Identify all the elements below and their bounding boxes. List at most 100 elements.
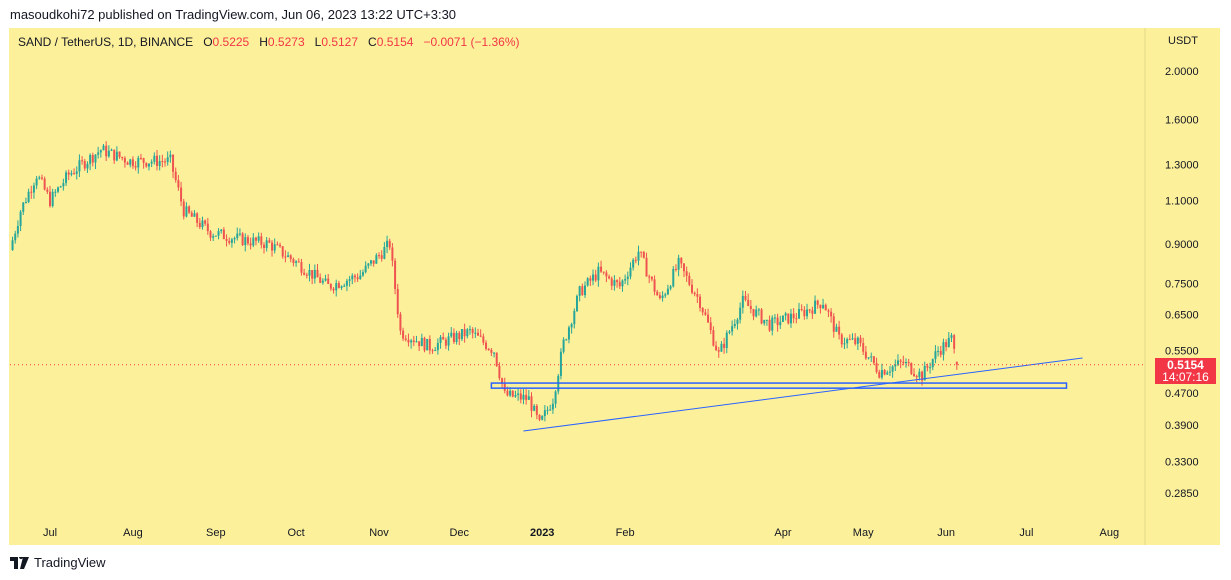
candle-body [549, 409, 552, 411]
candle-body [664, 294, 667, 296]
candle-body [193, 213, 196, 217]
candle-body [543, 410, 546, 416]
candle-body [214, 235, 217, 237]
candle-body [89, 154, 92, 164]
candle-body [161, 161, 164, 163]
candle-body [870, 356, 873, 358]
candle-body [30, 191, 33, 193]
low-value: 0.5127 [321, 35, 359, 49]
candle-body [519, 393, 522, 400]
candle-body [682, 263, 685, 272]
candle-body [477, 332, 479, 336]
price-tick-label: 0.9000 [1165, 239, 1199, 251]
candle-body [316, 269, 319, 278]
candle-body [530, 396, 533, 411]
candle-body [59, 186, 62, 188]
candle-body [942, 342, 945, 355]
tradingview-logo[interactable]: TradingView [10, 555, 106, 570]
candle-body [674, 268, 677, 270]
candle-body [621, 280, 624, 287]
candle-body [83, 161, 86, 169]
candle-body [888, 371, 891, 373]
candle-body [254, 237, 257, 241]
candle-body [300, 262, 303, 273]
candle-body [201, 220, 204, 228]
candle-body [51, 191, 54, 207]
candle-body [40, 177, 43, 179]
candle-body [634, 259, 637, 261]
candle-body [423, 337, 426, 351]
candle-body [779, 321, 782, 326]
candle-body [848, 339, 851, 341]
symbol-title[interactable]: SAND / TetherUS, 1D, BINANCE [18, 35, 194, 49]
candle-body [164, 161, 167, 163]
candle-body [937, 350, 940, 352]
candle-body [891, 366, 894, 372]
candle-body [493, 352, 496, 354]
candle-body [32, 185, 35, 193]
candle-body [450, 332, 453, 337]
candle-body [238, 233, 241, 235]
candle-body [153, 155, 156, 162]
low-label: L [314, 35, 322, 49]
candle-body [808, 309, 811, 311]
candle-body [573, 311, 576, 325]
candle-body [798, 309, 800, 319]
candle-body [811, 310, 814, 314]
candle-body [795, 318, 798, 320]
candle-body [551, 403, 554, 410]
close-value: 0.5154 [376, 35, 414, 49]
candle-body [752, 308, 755, 317]
time-tick-label: Oct [288, 527, 305, 539]
candle-body [567, 327, 570, 340]
candle-body [353, 275, 356, 278]
candle-body [755, 309, 758, 317]
candle-body [835, 326, 838, 332]
candle-body [19, 211, 22, 226]
candle-body [822, 304, 825, 309]
candle-body [313, 269, 316, 279]
candle-body [862, 343, 865, 352]
candle-body [335, 283, 338, 291]
candle-body [156, 155, 158, 166]
time-tick-label: Jun [937, 527, 955, 539]
time-tick-label: May [853, 527, 874, 539]
time-tick-label: Feb [616, 527, 635, 539]
candle-body [666, 288, 669, 295]
candle-body [177, 180, 180, 188]
candle-body [139, 157, 142, 159]
candle-body [113, 149, 116, 161]
candle-body [771, 317, 774, 331]
candle-body [559, 351, 562, 376]
candle-body [789, 313, 792, 324]
candle-body [864, 351, 867, 359]
candle-body [311, 270, 314, 279]
candle-body [899, 360, 902, 362]
candle-body [867, 357, 870, 359]
candle-body [233, 238, 236, 240]
candle-body [538, 414, 541, 420]
candle-body [73, 173, 76, 175]
candle-body [648, 276, 651, 278]
candle-body [565, 339, 568, 341]
candle-body [554, 391, 557, 404]
candle-body [27, 191, 30, 203]
price-tick-label: 0.3300 [1165, 456, 1199, 468]
candle-body [846, 339, 849, 344]
candle-body [929, 367, 932, 369]
candle-body [765, 319, 768, 321]
candle-body [731, 326, 734, 332]
candle-body [273, 244, 276, 251]
candle-body [672, 268, 675, 287]
candle-body [434, 350, 437, 352]
candle-body [953, 335, 956, 349]
candle-body [704, 312, 707, 315]
candle-body [142, 158, 145, 163]
candle-body [263, 244, 265, 249]
candle-body [370, 260, 372, 264]
candle-body [329, 284, 332, 289]
candle-body [348, 279, 351, 281]
candle-body [220, 229, 223, 232]
candle-body [172, 154, 175, 172]
